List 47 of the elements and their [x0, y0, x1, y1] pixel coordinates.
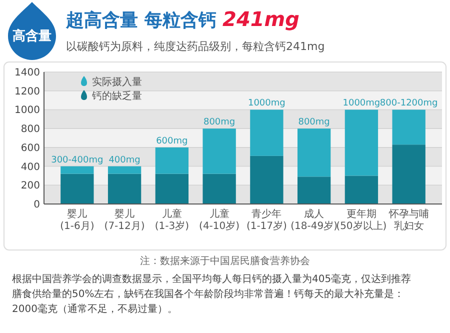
total-label: 1000mg [342, 98, 380, 109]
text: 根据中国营养学会的调查数据显示，全国平均每人每日钙的摄入量为405毫克，仅达到推荐膳食供给量的50%左右，缺钙在我国各个年龄阶段均非常普遍！钙每天的最大补充量是：2000毫克（通常不足，不易过量）。 [12, 273, 412, 315]
x-tick-label: 更年期 (50岁以上) [336, 208, 387, 232]
bar [202, 174, 236, 204]
y-tick-label: 1000 [14, 105, 40, 116]
text: 注：数据来源于中国居民膳食营养协会 [140, 255, 310, 267]
bar [202, 128, 236, 174]
chart-subtitle: 以碳酸钙为原料，纯度达药品级别，每粒含钙241mg [66, 40, 325, 53]
bar [155, 174, 189, 204]
bar [155, 147, 189, 174]
total-label: 400mg [108, 155, 140, 166]
y-tick-label: 400 [20, 162, 40, 173]
bar [60, 174, 94, 204]
x-tick-label: 婴儿 (7-12月) [104, 208, 145, 232]
y-tick-label: 0 [34, 200, 40, 210]
y-tick-label: 1200 [14, 86, 40, 98]
x-tick-label: 青少年 (1-17岁) [246, 208, 288, 232]
legend-label: 钙的缺乏量 [91, 90, 142, 102]
x-tick-label: 婴儿 (1-6月) [60, 208, 94, 232]
y-tick-label: 800 [20, 124, 40, 136]
bar [250, 156, 284, 204]
bar [60, 166, 94, 174]
bar [297, 176, 331, 204]
y-tick-label: 1400 [14, 68, 40, 78]
y-tick-label: 200 [20, 180, 40, 192]
bar [297, 128, 331, 177]
text: 高含量 [12, 28, 52, 44]
total-label: 600mg [156, 136, 188, 146]
x-tick-label: 儿童 (4-10岁) [199, 208, 240, 232]
bar [344, 176, 378, 204]
bar [108, 166, 142, 174]
chart-title: 超高含量 每粒含钙 241mg [65, 7, 300, 31]
bar [392, 144, 426, 204]
bar [344, 110, 378, 176]
bar [108, 174, 142, 204]
y-tick-label: 600 [20, 142, 40, 154]
bar [392, 110, 426, 145]
total-label: 800mg [298, 118, 330, 128]
x-tick-label: 儿童 (1-3岁) [154, 208, 190, 232]
total-label: 800mg [203, 118, 236, 128]
total-label: 300-400mg [51, 155, 104, 166]
total-label: 800-1200mg [380, 98, 438, 109]
x-tick-label: 成人 (18-49岁) [290, 208, 338, 232]
legend-label: 实际摄入量 [92, 76, 142, 88]
x-tick-label: 怀孕与哺乳妇女 [388, 208, 429, 232]
bar [250, 110, 284, 156]
total-label: 1000mg [248, 98, 286, 109]
